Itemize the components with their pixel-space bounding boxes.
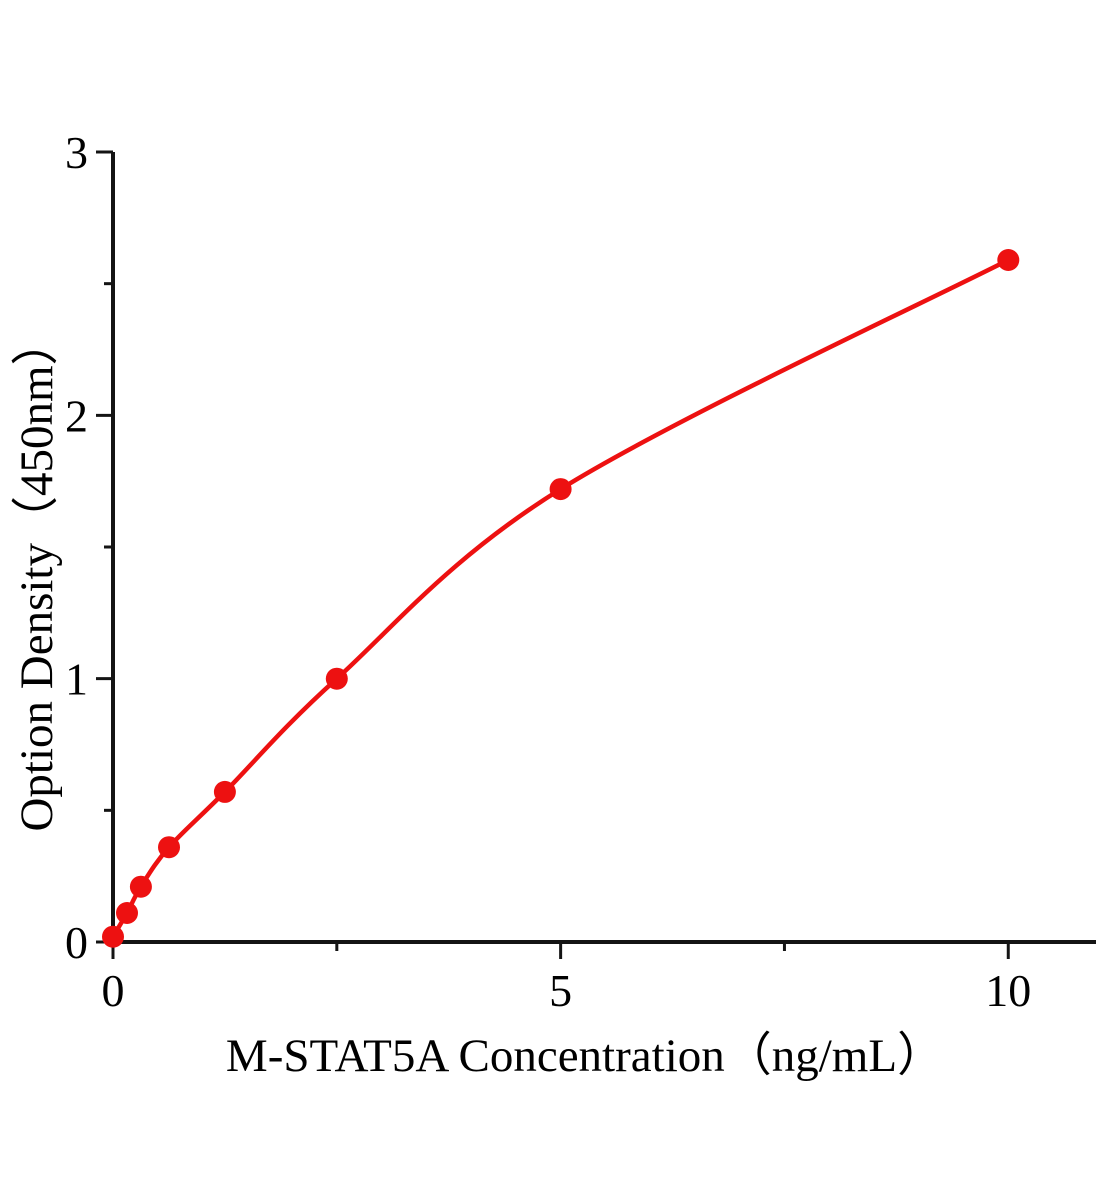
series-layer (102, 249, 1020, 948)
data-point (129, 875, 152, 898)
fit-curve (110, 257, 1011, 939)
x-tick-label: 10 (985, 965, 1031, 1016)
data-point (158, 836, 180, 859)
data-point (325, 667, 348, 690)
y-tick-label: 2 (65, 390, 88, 441)
data-point (116, 902, 138, 924)
x-tick-label: 5 (549, 965, 572, 1016)
y-tick-label: 1 (65, 654, 88, 705)
data-point (213, 780, 236, 803)
x-axis-title: M-STAT5A Concentration（ng/mL） (226, 1030, 944, 1082)
data-point (102, 925, 124, 948)
y-axis-title: Option Density（450nm） (11, 318, 63, 831)
axes-layer: 0 5 10 0 1 2 3 (65, 127, 1096, 1016)
y-tick-label: 3 (65, 127, 88, 178)
data-point (997, 249, 1020, 271)
y-tick-label: 0 (65, 917, 88, 968)
data-point (549, 478, 572, 501)
x-tick-label: 0 (102, 965, 125, 1016)
